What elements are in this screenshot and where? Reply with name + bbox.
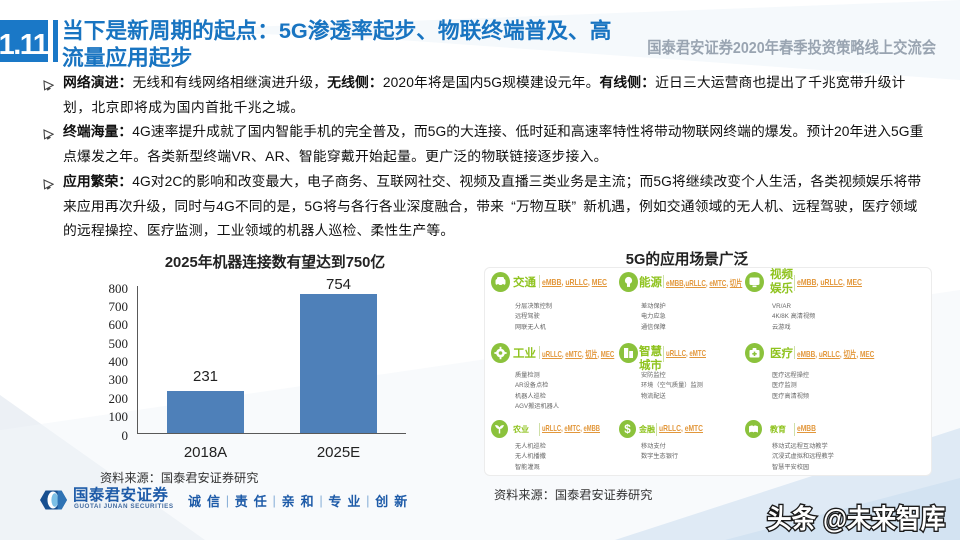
svg-text:$: $ xyxy=(624,423,631,436)
